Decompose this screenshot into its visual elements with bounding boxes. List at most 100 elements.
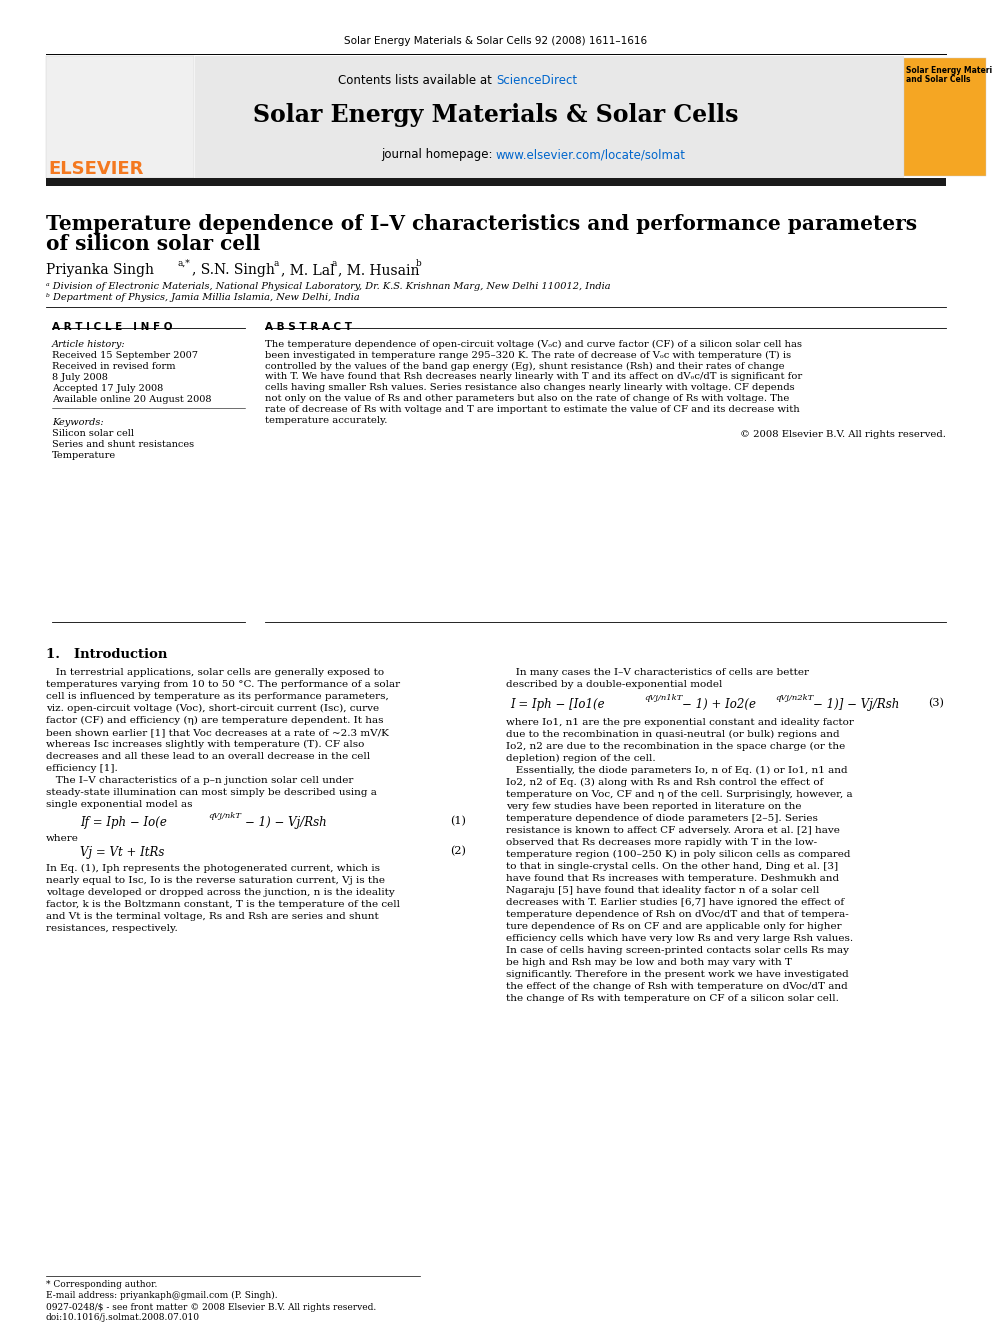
Text: Io2, n2 are due to the recombination in the space charge (or the: Io2, n2 are due to the recombination in … (506, 742, 845, 751)
Text: Solar Energy Materials & Solar Cells: Solar Energy Materials & Solar Cells (253, 103, 739, 127)
Text: Keywords:: Keywords: (52, 418, 103, 427)
Text: a,*: a,* (178, 259, 190, 269)
Text: − 1) − Vj/Rsh: − 1) − Vj/Rsh (245, 816, 326, 830)
Text: resistances, respectively.: resistances, respectively. (46, 923, 178, 933)
Text: observed that Rs decreases more rapidly with T in the low-: observed that Rs decreases more rapidly … (506, 837, 817, 847)
Text: whereas Isc increases slightly with temperature (T). CF also: whereas Isc increases slightly with temp… (46, 740, 364, 749)
Text: decreases with T. Earlier studies [6,7] have ignored the effect of: decreases with T. Earlier studies [6,7] … (506, 898, 844, 908)
Text: Priyanka Singh: Priyanka Singh (46, 263, 154, 277)
Text: qVj/n1kT: qVj/n1kT (644, 695, 682, 703)
Text: ᵇ Department of Physics, Jamia Millia Islamia, New Delhi, India: ᵇ Department of Physics, Jamia Millia Is… (46, 292, 360, 302)
Text: , M. Husain: , M. Husain (338, 263, 420, 277)
Text: In case of cells having screen-printed contacts solar cells Rs may: In case of cells having screen-printed c… (506, 946, 849, 955)
Text: a: a (331, 259, 336, 269)
Text: due to the recombination in quasi-neutral (or bulk) regions and: due to the recombination in quasi-neutra… (506, 730, 839, 740)
Text: − 1) + Io2(e: − 1) + Io2(e (682, 699, 756, 710)
Bar (46, 56, 194, 179)
Text: the effect of the change of Rsh with temperature on dVoc/dT and: the effect of the change of Rsh with tem… (506, 982, 848, 991)
Text: Essentially, the diode parameters Io, n of Eq. (1) or Io1, n1 and: Essentially, the diode parameters Io, n … (506, 766, 847, 775)
Text: Temperature dependence of I–V characteristics and performance parameters: Temperature dependence of I–V characteri… (46, 214, 918, 234)
Text: journal homepage:: journal homepage: (381, 148, 496, 161)
Text: (3): (3) (929, 699, 944, 708)
Text: be high and Rsh may be low and both may vary with T: be high and Rsh may be low and both may … (506, 958, 792, 967)
Text: not only on the value of Rs and other parameters but also on the rate of change : not only on the value of Rs and other pa… (265, 394, 790, 404)
Text: single exponential model as: single exponential model as (46, 800, 192, 808)
Text: qVj/nkT: qVj/nkT (208, 812, 241, 820)
Text: temperature region (100–250 K) in poly silicon cells as compared: temperature region (100–250 K) in poly s… (506, 849, 850, 859)
Text: Contents lists available at: Contents lists available at (338, 74, 496, 87)
Text: rate of decrease of Rs with voltage and T are important to estimate the value of: rate of decrease of Rs with voltage and … (265, 405, 800, 414)
Text: ᵃ Division of Electronic Materials, National Physical Laboratory, Dr. K.S. Krish: ᵃ Division of Electronic Materials, Nati… (46, 282, 611, 291)
Text: Io2, n2 of Eq. (3) along with Rs and Rsh control the effect of: Io2, n2 of Eq. (3) along with Rs and Rsh… (506, 778, 823, 787)
Text: , M. Lal: , M. Lal (281, 263, 334, 277)
Text: © 2008 Elsevier B.V. All rights reserved.: © 2008 Elsevier B.V. All rights reserved… (740, 430, 946, 439)
Text: factor, k is the Boltzmann constant, T is the temperature of the cell: factor, k is the Boltzmann constant, T i… (46, 900, 400, 909)
Text: resistance is known to affect CF adversely. Arora et al. [2] have: resistance is known to affect CF adverse… (506, 826, 840, 835)
Text: 0927-0248/$ - see front matter © 2008 Elsevier B.V. All rights reserved.: 0927-0248/$ - see front matter © 2008 El… (46, 1303, 376, 1312)
Text: with T. We have found that Rsh decreases nearly linearly with T and its affect o: with T. We have found that Rsh decreases… (265, 372, 803, 381)
Text: have found that Rs increases with temperature. Deshmukh and: have found that Rs increases with temper… (506, 875, 839, 882)
Text: factor (CF) and efficiency (η) are temperature dependent. It has: factor (CF) and efficiency (η) are tempe… (46, 716, 384, 725)
Text: very few studies have been reported in literature on the: very few studies have been reported in l… (506, 802, 802, 811)
Text: b: b (416, 259, 422, 269)
Text: E-mail address: priyankaph@gmail.com (P. Singh).: E-mail address: priyankaph@gmail.com (P.… (46, 1291, 278, 1301)
Text: A B S T R A C T: A B S T R A C T (265, 321, 352, 332)
Text: nearly equal to Isc, Io is the reverse saturation current, Vj is the: nearly equal to Isc, Io is the reverse s… (46, 876, 385, 885)
Text: * Corresponding author.: * Corresponding author. (46, 1279, 158, 1289)
Text: where Io1, n1 are the pre exponential constant and ideality factor: where Io1, n1 are the pre exponential co… (506, 718, 854, 728)
Text: Series and shunt resistances: Series and shunt resistances (52, 441, 194, 448)
Text: efficiency [1].: efficiency [1]. (46, 763, 118, 773)
Text: (2): (2) (450, 845, 466, 856)
Bar (46, 179, 946, 187)
Text: Received 15 September 2007: Received 15 September 2007 (52, 351, 198, 360)
Text: Solar Energy Materials & Solar Cells 92 (2008) 1611–1616: Solar Energy Materials & Solar Cells 92 … (344, 36, 648, 46)
Bar (904, 58, 986, 176)
Text: 1.   Introduction: 1. Introduction (46, 648, 168, 662)
Text: (1): (1) (450, 816, 466, 827)
Text: Accepted 17 July 2008: Accepted 17 July 2008 (52, 384, 164, 393)
Text: viz. open-circuit voltage (Voc), short-circuit current (Isc), curve: viz. open-circuit voltage (Voc), short-c… (46, 704, 379, 713)
Bar (195, 56, 904, 179)
Text: Nagaraju [5] have found that ideality factor n of a solar cell: Nagaraju [5] have found that ideality fa… (506, 886, 819, 894)
Text: Vj = Vt + ItRs: Vj = Vt + ItRs (80, 845, 165, 859)
Text: A R T I C L E   I N F O: A R T I C L E I N F O (52, 321, 173, 332)
Text: temperature dependence of diode parameters [2–5]. Series: temperature dependence of diode paramete… (506, 814, 817, 823)
Text: been investigated in temperature range 295–320 K. The rate of decrease of Vₒc wi: been investigated in temperature range 2… (265, 351, 792, 360)
Text: depletion) region of the cell.: depletion) region of the cell. (506, 754, 656, 763)
Text: temperatures varying from 10 to 50 °C. The performance of a solar: temperatures varying from 10 to 50 °C. T… (46, 680, 400, 689)
Text: 8 July 2008: 8 July 2008 (52, 373, 108, 382)
Text: where: where (46, 833, 79, 843)
Text: Available online 20 August 2008: Available online 20 August 2008 (52, 396, 211, 404)
Text: ELSEVIER: ELSEVIER (48, 160, 144, 179)
Text: The I–V characteristics of a p–n junction solar cell under: The I–V characteristics of a p–n junctio… (46, 777, 353, 785)
Text: described by a double-exponential model: described by a double-exponential model (506, 680, 722, 689)
Text: of silicon solar cell: of silicon solar cell (46, 234, 260, 254)
Text: Received in revised form: Received in revised form (52, 363, 176, 370)
Text: the change of Rs with temperature on CF of a silicon solar cell.: the change of Rs with temperature on CF … (506, 994, 839, 1003)
Text: and Vt is the terminal voltage, Rs and Rsh are series and shunt: and Vt is the terminal voltage, Rs and R… (46, 912, 379, 921)
Text: cells having smaller Rsh values. Series resistance also changes nearly linearly : cells having smaller Rsh values. Series … (265, 384, 795, 392)
Text: www.elsevier.com/locate/solmat: www.elsevier.com/locate/solmat (496, 148, 686, 161)
Text: temperature dependence of Rsh on dVoc/dT and that of tempera-: temperature dependence of Rsh on dVoc/dT… (506, 910, 849, 919)
Text: voltage developed or dropped across the junction, n is the ideality: voltage developed or dropped across the … (46, 888, 395, 897)
Text: steady-state illumination can most simply be described using a: steady-state illumination can most simpl… (46, 789, 377, 796)
Text: a: a (274, 259, 280, 269)
Text: In many cases the I–V characteristics of cells are better: In many cases the I–V characteristics of… (506, 668, 809, 677)
Text: efficiency cells which have very low Rs and very large Rsh values.: efficiency cells which have very low Rs … (506, 934, 853, 943)
Text: controlled by the values of the band gap energy (Eg), shunt resistance (Rsh) and: controlled by the values of the band gap… (265, 361, 785, 370)
Text: , S.N. Singh: , S.N. Singh (192, 263, 275, 277)
Text: decreases and all these lead to an overall decrease in the cell: decreases and all these lead to an overa… (46, 751, 370, 761)
Text: been shown earlier [1] that Voc decreases at a rate of ~2.3 mV/K: been shown earlier [1] that Voc decrease… (46, 728, 389, 737)
Text: If = Iph − Io(e: If = Iph − Io(e (80, 816, 167, 830)
Text: and Solar Cells: and Solar Cells (906, 75, 970, 83)
Text: ScienceDirect: ScienceDirect (496, 74, 577, 87)
Text: Temperature: Temperature (52, 451, 116, 460)
Text: − 1)] − Vj/Rsh: − 1)] − Vj/Rsh (813, 699, 900, 710)
Text: to that in single-crystal cells. On the other hand, Ding et al. [3]: to that in single-crystal cells. On the … (506, 863, 838, 871)
Text: doi:10.1016/j.solmat.2008.07.010: doi:10.1016/j.solmat.2008.07.010 (46, 1312, 200, 1322)
Text: Silicon solar cell: Silicon solar cell (52, 429, 134, 438)
Text: Article history:: Article history: (52, 340, 126, 349)
Text: I = Iph − [Io1(e: I = Iph − [Io1(e (510, 699, 605, 710)
Text: temperature on Voc, CF and η of the cell. Surprisingly, however, a: temperature on Voc, CF and η of the cell… (506, 790, 853, 799)
Text: In terrestrial applications, solar cells are generally exposed to: In terrestrial applications, solar cells… (46, 668, 384, 677)
